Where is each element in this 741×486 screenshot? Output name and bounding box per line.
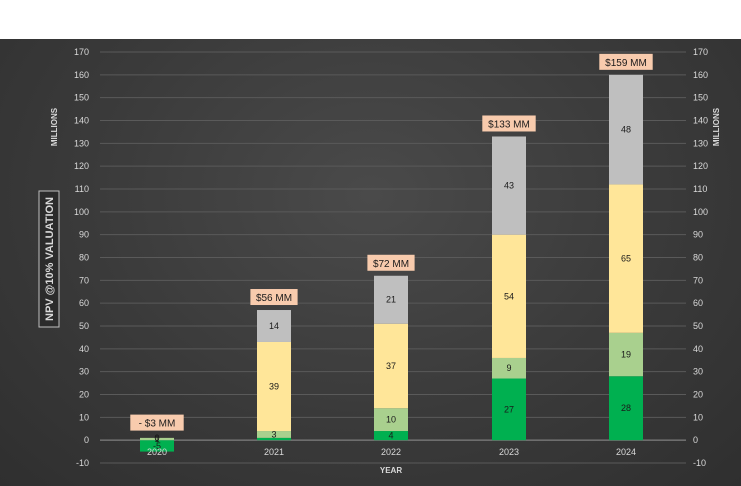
total-label: $72 MM [373, 259, 409, 270]
y-tick-label-right: 80 [693, 253, 703, 263]
y-tick-label-right: 110 [693, 184, 707, 194]
y-tick-label-right: 160 [693, 70, 708, 80]
y-unit-right: MILLIONS [712, 107, 721, 146]
data-label: 21 [386, 295, 396, 305]
y-tick-label-right: 30 [693, 367, 703, 377]
data-label: 48 [621, 125, 631, 135]
y-tick-label-left: 70 [79, 275, 89, 285]
y-tick-label-left: 80 [79, 253, 89, 263]
total-label-box [130, 414, 184, 431]
data-label: 4 [388, 431, 393, 441]
y-tick-label-left: -10 [76, 458, 89, 468]
y-tick-label-right: 70 [693, 275, 703, 285]
y-tick-label-right: 120 [693, 161, 708, 171]
y-tick-label-right: 130 [693, 138, 708, 148]
data-label: 43 [504, 181, 514, 191]
bar-segment [374, 431, 408, 441]
total-label-box [367, 254, 415, 271]
data-label: 28 [621, 403, 631, 413]
data-label: 39 [269, 382, 279, 392]
total-label-box [599, 53, 653, 70]
y-tick-label-left: 150 [74, 93, 89, 103]
chart-panel: -10 -10 0 0 10 10 20 20 30 30 40 40 50 50 60 60 70 70 80 80… [0, 39, 741, 486]
data-label: 19 [621, 350, 631, 360]
bar-segment [492, 357, 526, 379]
total-label: $56 MM [256, 293, 292, 304]
y-tick-label-right: 150 [693, 93, 708, 103]
bar-segment [140, 440, 174, 452]
data-label: 0 [154, 433, 159, 443]
x-tick-label: 2023 [499, 447, 519, 457]
y-tick-label-right: 20 [693, 390, 703, 400]
total-label: - $3 MM [139, 419, 176, 430]
bar-segment [492, 378, 526, 441]
y-unit-left: MILLIONS [50, 107, 59, 146]
data-label: 1 [154, 434, 159, 444]
data-label: 54 [504, 291, 514, 301]
y-tick-label-right: -10 [693, 458, 706, 468]
y-tick-label-left: 10 [79, 412, 89, 422]
y-tick-label-right: 0 [693, 435, 698, 445]
y-tick-label-left: 40 [79, 344, 89, 354]
bar-segment [140, 437, 174, 441]
x-axis-title: YEAR [380, 466, 402, 475]
data-label: 14 [269, 321, 279, 331]
y-tick-label-right: 170 [693, 47, 708, 57]
y-tick-label-right: 100 [693, 207, 708, 217]
y-tick-label-left: 140 [74, 116, 89, 126]
bar-segment [609, 376, 643, 441]
bar-segment [609, 184, 643, 333]
y-tick-label-right: 140 [693, 116, 708, 126]
y-tick-label-left: 20 [79, 390, 89, 400]
bar-segment [257, 310, 291, 342]
y-tick-label-left: 110 [75, 184, 89, 194]
bar-segment [374, 408, 408, 432]
y-tick-label-left: 170 [74, 47, 89, 57]
data-label: 0 [154, 433, 159, 443]
y-tick-label-left: 50 [79, 321, 89, 331]
bar-segment [492, 234, 526, 358]
y-axis-title: NPV @10% VALUATION [44, 197, 56, 321]
x-tick-label: 2020 [147, 447, 167, 457]
data-label: 3 [271, 429, 276, 439]
y-tick-label-right: 50 [693, 321, 703, 331]
y-tick-label-right: 10 [693, 412, 703, 422]
x-tick-label: 2021 [264, 447, 284, 457]
y-tick-label-right: 60 [693, 298, 703, 308]
bar-segment [257, 341, 291, 432]
y-tick-label-left: 0 [84, 435, 89, 445]
data-label: 9 [506, 363, 511, 373]
x-tick-label: 2024 [616, 447, 636, 457]
data-label: 10 [386, 415, 396, 425]
y-axis-title-box [38, 190, 60, 328]
bar-segment [374, 275, 408, 324]
data-label: 37 [386, 361, 396, 371]
data-label: -5 [153, 441, 161, 451]
x-tick-label: 2022 [381, 447, 401, 457]
y-tick-label-left: 160 [74, 70, 89, 80]
total-label-box [482, 115, 536, 132]
y-tick-label-left: 60 [79, 298, 89, 308]
data-label: 27 [504, 404, 514, 414]
bar-segment [609, 332, 643, 377]
bar-segment [609, 74, 643, 185]
y-tick-label-left: 130 [74, 138, 89, 148]
y-tick-label-right: 90 [693, 230, 703, 240]
total-label: $133 MM [488, 119, 530, 130]
y-tick-label-left: 90 [79, 230, 89, 240]
y-tick-label-left: 30 [79, 367, 89, 377]
bar-segment [492, 136, 526, 235]
bar-segment [257, 431, 291, 438]
data-label: 65 [621, 254, 631, 264]
total-label: $159 MM [605, 58, 647, 69]
y-tick-label-left: 120 [74, 161, 89, 171]
bar-segment [257, 437, 291, 441]
bar-segment [374, 323, 408, 409]
y-tick-label-left: 100 [74, 207, 89, 217]
total-label-box [250, 289, 298, 306]
y-tick-label-right: 40 [693, 344, 703, 354]
